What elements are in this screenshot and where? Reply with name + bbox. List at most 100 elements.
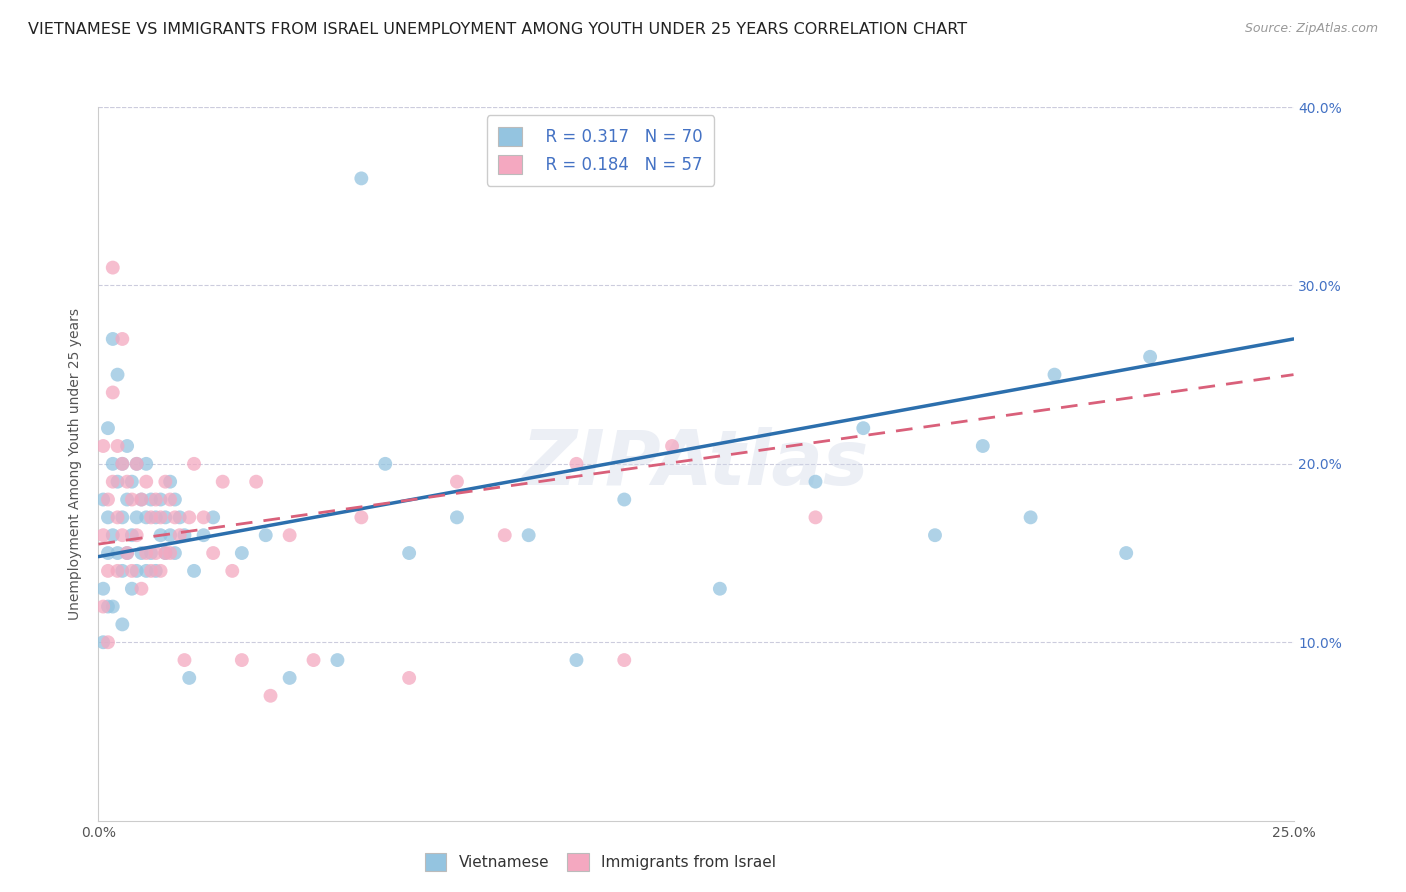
Point [259, 689, 281, 703]
Point [446, 510, 468, 524]
Point [135, 546, 157, 560]
Point [661, 439, 683, 453]
Point [149, 492, 172, 507]
Legend: Vietnamese, Immigrants from Israel: Vietnamese, Immigrants from Israel [419, 847, 782, 877]
Point [565, 653, 588, 667]
Point [145, 564, 167, 578]
Point [145, 546, 167, 560]
Point [135, 457, 157, 471]
Point [613, 653, 636, 667]
Point [398, 671, 420, 685]
Point [1019, 510, 1042, 524]
Point [131, 492, 153, 507]
Point [924, 528, 946, 542]
Point [179, 510, 201, 524]
Point [159, 528, 181, 542]
Point [155, 510, 177, 524]
Point [135, 510, 157, 524]
Point [1115, 546, 1137, 560]
Point [211, 475, 233, 489]
Point [107, 439, 129, 453]
Point [131, 492, 153, 507]
Point [111, 617, 134, 632]
Text: VIETNAMESE VS IMMIGRANTS FROM ISRAEL UNEMPLOYMENT AMONG YOUTH UNDER 25 YEARS COR: VIETNAMESE VS IMMIGRANTS FROM ISRAEL UNE… [28, 22, 967, 37]
Point [145, 510, 167, 524]
Point [97, 599, 120, 614]
Point [121, 582, 143, 596]
Point [107, 510, 129, 524]
Point [278, 528, 301, 542]
Point [101, 385, 124, 400]
Point [135, 564, 157, 578]
Point [111, 332, 134, 346]
Point [97, 510, 120, 524]
Point [446, 475, 468, 489]
Point [91, 635, 114, 649]
Point [121, 564, 143, 578]
Point [139, 510, 162, 524]
Point [183, 564, 205, 578]
Point [101, 260, 124, 275]
Point [111, 457, 134, 471]
Point [149, 528, 172, 542]
Point [155, 475, 177, 489]
Point [125, 510, 148, 524]
Point [107, 564, 129, 578]
Point [115, 475, 138, 489]
Point [193, 510, 215, 524]
Point [101, 599, 124, 614]
Point [139, 564, 162, 578]
Point [183, 457, 205, 471]
Point [159, 492, 181, 507]
Point [155, 546, 177, 560]
Point [193, 528, 215, 542]
Point [613, 492, 636, 507]
Point [972, 439, 994, 453]
Point [163, 510, 186, 524]
Point [97, 421, 120, 435]
Point [101, 475, 124, 489]
Point [121, 475, 143, 489]
Point [155, 546, 177, 560]
Point [111, 510, 134, 524]
Point [302, 653, 325, 667]
Point [374, 457, 396, 471]
Point [131, 546, 153, 560]
Point [121, 492, 143, 507]
Point [111, 564, 134, 578]
Text: ZIPAtlas: ZIPAtlas [522, 427, 870, 500]
Y-axis label: Unemployment Among Youth under 25 years: Unemployment Among Youth under 25 years [69, 308, 83, 620]
Point [125, 457, 148, 471]
Point [1043, 368, 1066, 382]
Point [221, 564, 243, 578]
Point [91, 582, 114, 596]
Point [231, 546, 253, 560]
Point [107, 475, 129, 489]
Point [135, 475, 157, 489]
Point [202, 546, 225, 560]
Point [804, 475, 827, 489]
Point [145, 492, 167, 507]
Point [97, 492, 120, 507]
Point [179, 671, 201, 685]
Point [173, 528, 195, 542]
Point [169, 528, 191, 542]
Point [350, 171, 373, 186]
Point [159, 546, 181, 560]
Point [115, 546, 138, 560]
Point [398, 546, 420, 560]
Point [115, 439, 138, 453]
Point [101, 457, 124, 471]
Point [202, 510, 225, 524]
Point [91, 439, 114, 453]
Point [149, 510, 172, 524]
Point [125, 528, 148, 542]
Point [115, 492, 138, 507]
Point [101, 332, 124, 346]
Point [97, 564, 120, 578]
Point [149, 564, 172, 578]
Point [101, 528, 124, 542]
Point [107, 546, 129, 560]
Point [91, 599, 114, 614]
Point [139, 546, 162, 560]
